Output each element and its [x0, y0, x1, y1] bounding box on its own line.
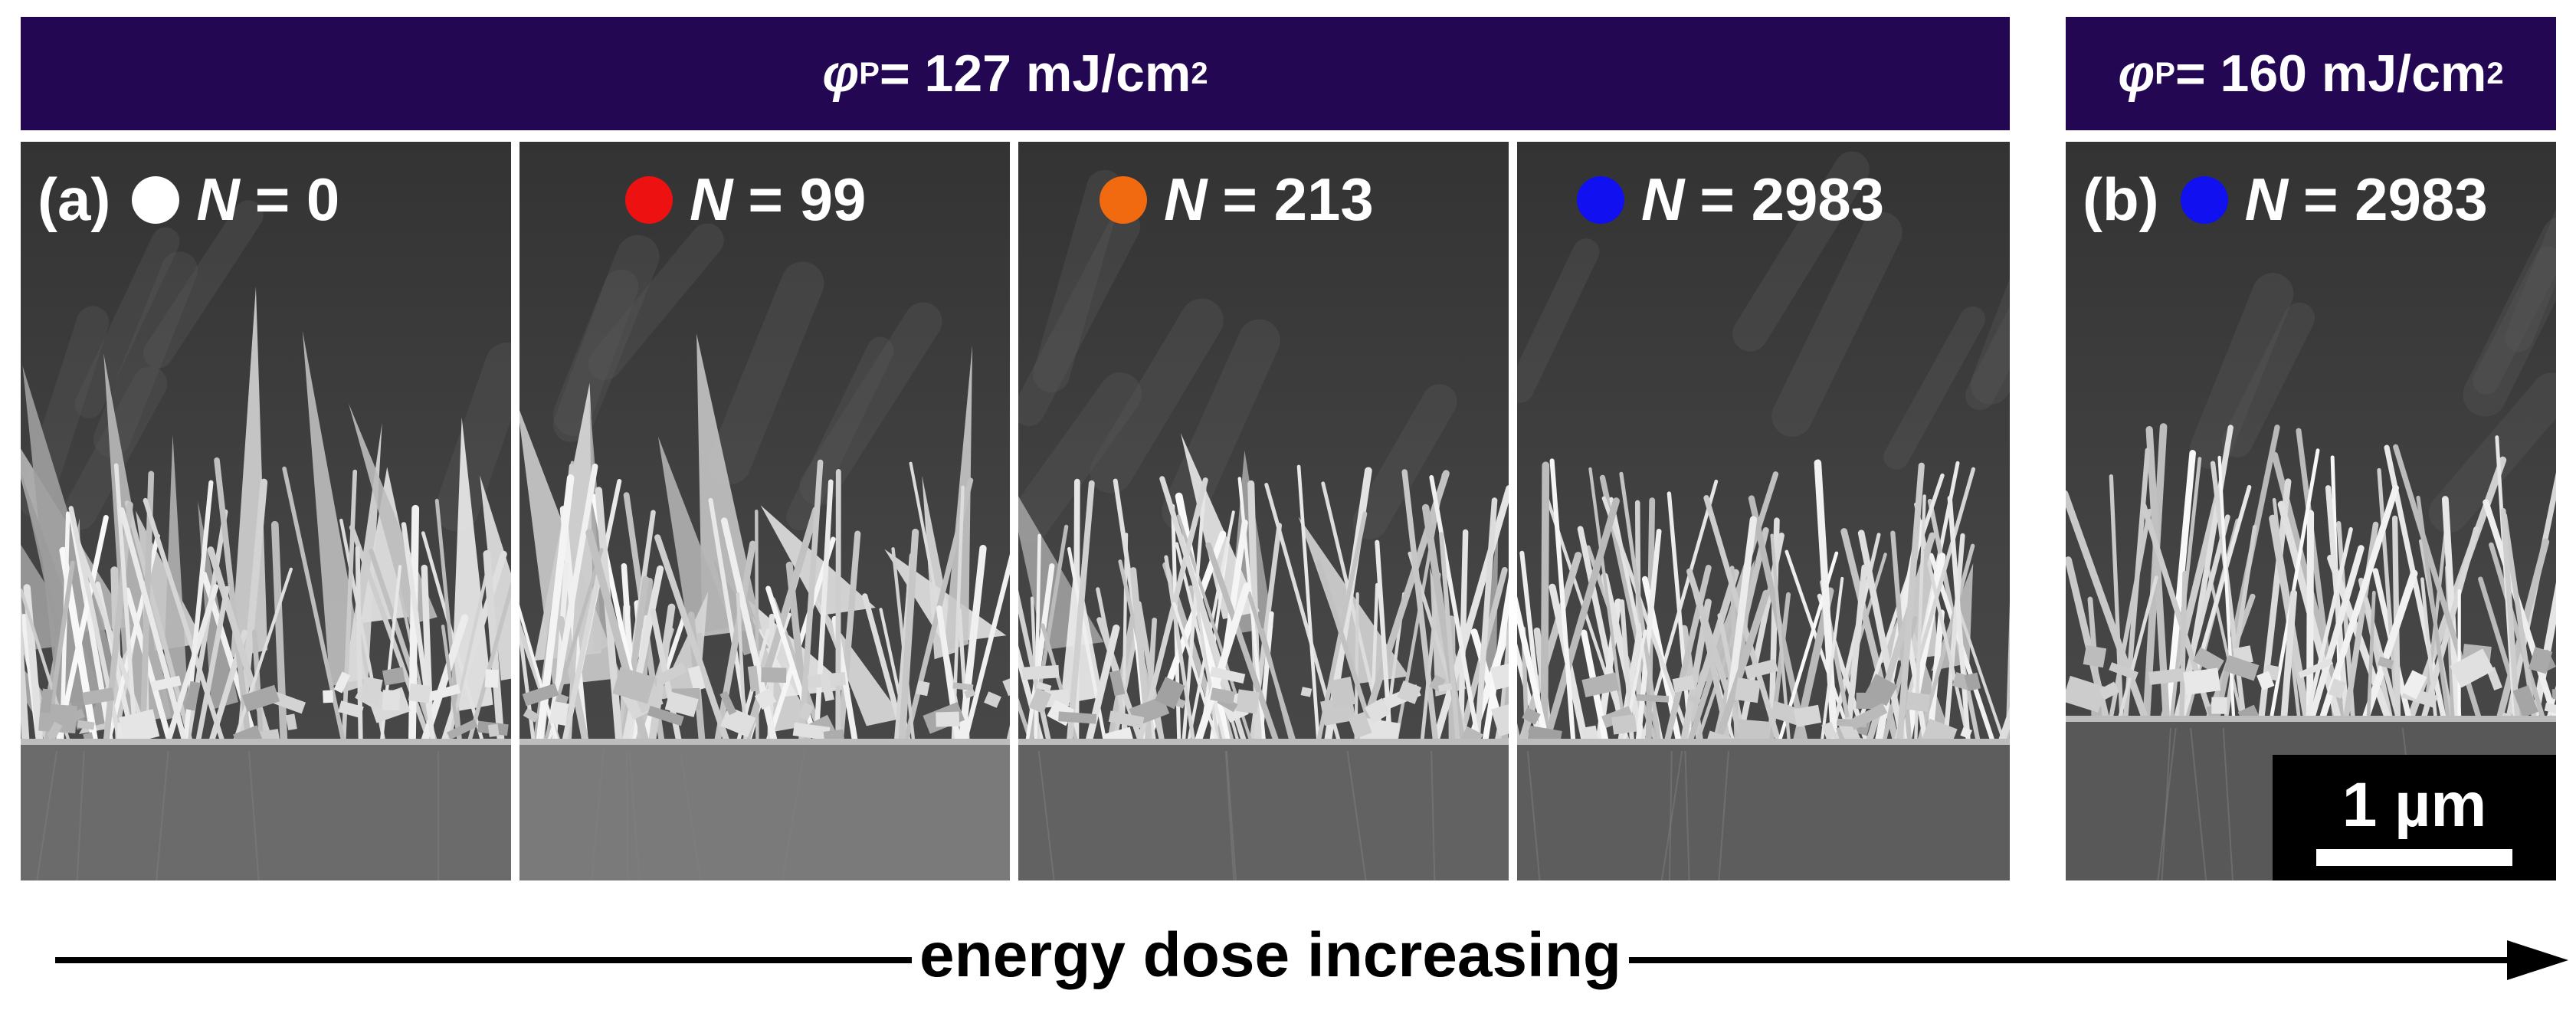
- phi-symbol: φ: [2118, 44, 2155, 103]
- scale-bar-line: [2316, 849, 2512, 866]
- phi-subscript: P: [2155, 56, 2175, 90]
- panel-letter: (a): [38, 166, 111, 233]
- panel-label: N = 2983: [1555, 165, 1884, 234]
- n-variable: N: [2244, 166, 2288, 233]
- marker-dot-icon: [2180, 175, 2228, 224]
- panel-label: N = 99: [604, 165, 866, 234]
- sem-panel-n213: N = 213: [1018, 142, 1509, 880]
- n-value: = 99: [748, 166, 867, 233]
- substrate: [519, 743, 1010, 880]
- n-variable: N: [1641, 166, 1685, 233]
- substrate: [21, 743, 511, 880]
- sem-image: [519, 142, 1010, 880]
- n-variable: N: [1164, 166, 1208, 233]
- sem-panel-n0: (a) N = 0: [21, 142, 511, 880]
- sem-image: [2066, 142, 2556, 880]
- marker-dot-icon: [132, 175, 180, 224]
- panel-label: (b) N = 2983: [2083, 165, 2488, 234]
- marker-dot-icon: [625, 175, 673, 224]
- n-value: = 0: [254, 166, 340, 233]
- substrate: [1517, 743, 2010, 880]
- sem-panel-n2983-a: N = 2983: [1517, 142, 2010, 880]
- n-value: = 213: [1222, 166, 1374, 233]
- panel-letter: (b): [2083, 166, 2159, 233]
- panel-label: (a) N = 0: [38, 165, 339, 234]
- substrate: [1018, 743, 1509, 880]
- fluence-value: = 160 mJ/cm: [2175, 44, 2487, 103]
- fluence-exponent: 2: [1191, 56, 1208, 90]
- sem-panel-n2983-b: (b) N = 2983 1 µm: [2066, 142, 2556, 880]
- scale-bar: 1 µm: [2273, 755, 2556, 880]
- arrow-head-icon: [2507, 940, 2568, 980]
- marker-dot-icon: [1100, 175, 1147, 224]
- fluence-exponent: 2: [2486, 56, 2504, 90]
- scale-bar-label: 1 µm: [2342, 770, 2487, 840]
- n-variable: N: [196, 166, 240, 233]
- sem-image: [1018, 142, 1509, 880]
- arrow-label: energy dose increasing: [912, 920, 1630, 992]
- phi-symbol: φ: [822, 44, 860, 103]
- n-value: = 2983: [1699, 166, 1885, 233]
- panel-label: N = 213: [1078, 165, 1374, 234]
- n-variable: N: [690, 166, 733, 233]
- phi-subscript: P: [859, 56, 880, 90]
- marker-dot-icon: [1577, 175, 1624, 224]
- n-value: = 2983: [2302, 166, 2488, 233]
- sem-image: [1517, 142, 2010, 880]
- sem-panel-n99: N = 99: [519, 142, 1010, 880]
- fluence-value: = 127 mJ/cm: [879, 44, 1191, 103]
- sem-image: [21, 142, 511, 880]
